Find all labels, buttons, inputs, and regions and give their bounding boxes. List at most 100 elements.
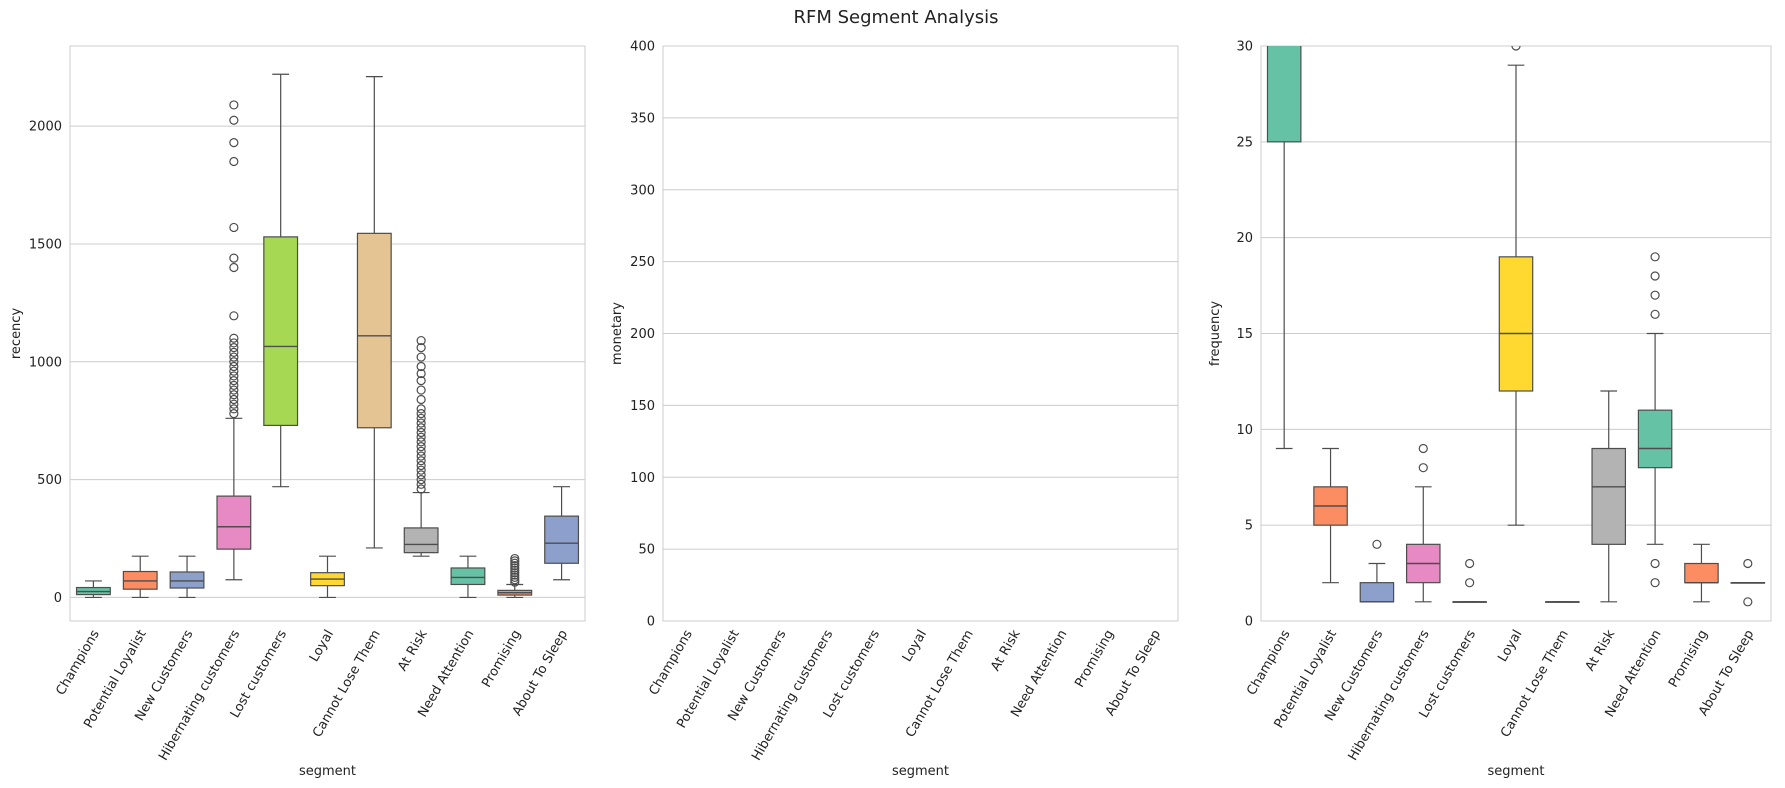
iqr-box: [1637, 409, 1673, 469]
outlier-point: [1418, 463, 1428, 473]
box-new-customers: [169, 555, 205, 599]
outlier-point: [416, 456, 426, 466]
outlier-point: [416, 385, 426, 395]
outlier-point: [229, 376, 239, 386]
x-tick-label: At Risk: [988, 627, 1024, 674]
outlier-point: [416, 418, 426, 428]
x-tick-label: At Risk: [395, 627, 431, 674]
box-marks: [1266, 46, 1766, 607]
box-hibernating-customers: [1405, 443, 1441, 603]
y-tick-label: 20: [1236, 231, 1253, 246]
outlier-point: [416, 423, 426, 433]
outlier-point: [416, 460, 426, 471]
iqr-box: [1684, 562, 1719, 584]
outlier-point: [229, 253, 239, 263]
outlier-point: [416, 335, 426, 346]
outlier-point: [229, 409, 239, 419]
y-axis-label: recency: [9, 308, 24, 360]
iqr-box: [263, 236, 299, 427]
box-promising: [1684, 543, 1719, 603]
outlier-point: [416, 343, 426, 353]
iqr-box: [1266, 46, 1302, 143]
outlier-point: [510, 568, 520, 578]
x-tick-label: Hibernating customers: [1346, 627, 1433, 763]
outlier-point: [229, 385, 239, 395]
box-lost-customers: [263, 73, 299, 488]
box-potential-loyalist: [1313, 447, 1348, 584]
panel-recency: 0 500 1000 1500 2000 recency segment Champions P…: [9, 45, 586, 779]
outlier-point: [416, 484, 426, 494]
outlier-point: [416, 475, 426, 485]
y-tick-label: 25: [1236, 135, 1253, 150]
outlier-point: [229, 343, 239, 353]
outlier-point: [229, 390, 239, 400]
outlier-point: [1465, 578, 1475, 588]
outlier-point: [1511, 46, 1521, 51]
outlier-point: [229, 156, 239, 167]
outlier-point: [416, 376, 426, 386]
box-need-attention: [450, 555, 486, 599]
axes-frame: [69, 45, 586, 622]
outlier-point: [229, 115, 239, 125]
x-tick-label: Hibernating customers: [156, 627, 243, 763]
outlier-point: [416, 446, 426, 456]
outlier-point: [229, 394, 239, 405]
y-tick-label: 2000: [29, 120, 62, 135]
y-tick-label: 400: [630, 40, 655, 55]
x-tick-label: Loyal: [900, 628, 930, 665]
x-tick-label: Promising: [479, 628, 524, 691]
outlier-point: [416, 413, 426, 423]
outlier-point: [229, 357, 239, 367]
box-about-to-sleep: [544, 486, 580, 581]
outlier-point: [229, 404, 239, 414]
x-tick-label: Promising: [1072, 628, 1117, 691]
axes-frame: [662, 45, 1179, 622]
box-hibernating-customers: [216, 100, 252, 581]
y-tick-label: 500: [37, 473, 62, 488]
outlier-point: [416, 465, 426, 475]
axes-frame: [1260, 45, 1772, 622]
outlier-point: [229, 366, 239, 376]
outlier-point: [229, 352, 239, 362]
box-promising: [497, 553, 533, 599]
outlier-point: [1743, 558, 1753, 569]
outlier-point: [229, 399, 239, 409]
box-lost-customers: [1452, 558, 1487, 603]
outlier-point: [1372, 539, 1382, 549]
y-tick-label: 0: [54, 591, 62, 606]
outlier-point: [229, 311, 239, 321]
x-axis-label: segment: [299, 764, 356, 779]
x-tick-label: Hibernating customers: [749, 627, 836, 763]
y-tick-label: 15: [1236, 327, 1253, 342]
x-tick-label: Champions: [646, 627, 695, 698]
outlier-point: [1418, 443, 1428, 454]
outlier-point: [229, 100, 239, 110]
y-tick-label: 30: [1236, 40, 1253, 55]
x-tick-label: Loyal: [1495, 628, 1525, 665]
outlier-point: [229, 361, 239, 372]
x-axis-label: segment: [1487, 764, 1544, 779]
y-tick-label: 150: [630, 399, 655, 414]
box-at-risk: [1591, 390, 1627, 603]
y-tick-label: 100: [630, 471, 655, 486]
box-new-customers: [1359, 539, 1395, 603]
outlier-point: [1650, 558, 1660, 569]
iqr-box: [356, 232, 392, 429]
outlier-point: [416, 451, 426, 461]
iqr-box: [169, 571, 205, 589]
x-tick-label: Champions: [1244, 627, 1293, 698]
y-tick-label: 300: [630, 183, 655, 198]
outlier-point: [510, 556, 520, 566]
x-tick-label: Promising: [1666, 628, 1711, 691]
outlier-point: [510, 565, 520, 575]
box-about-to-sleep: [1730, 558, 1766, 607]
outlier-point: [1743, 597, 1753, 607]
outlier-point: [510, 570, 520, 580]
iqr-box: [544, 515, 580, 564]
iqr-box: [403, 527, 439, 554]
y-tick-label: 200: [630, 327, 655, 342]
box-cannot-lose-them: [356, 76, 392, 549]
outlier-point: [510, 572, 520, 583]
panel-frequency: 051015202530frequencysegmentChampionsPot…: [1208, 40, 1772, 779]
